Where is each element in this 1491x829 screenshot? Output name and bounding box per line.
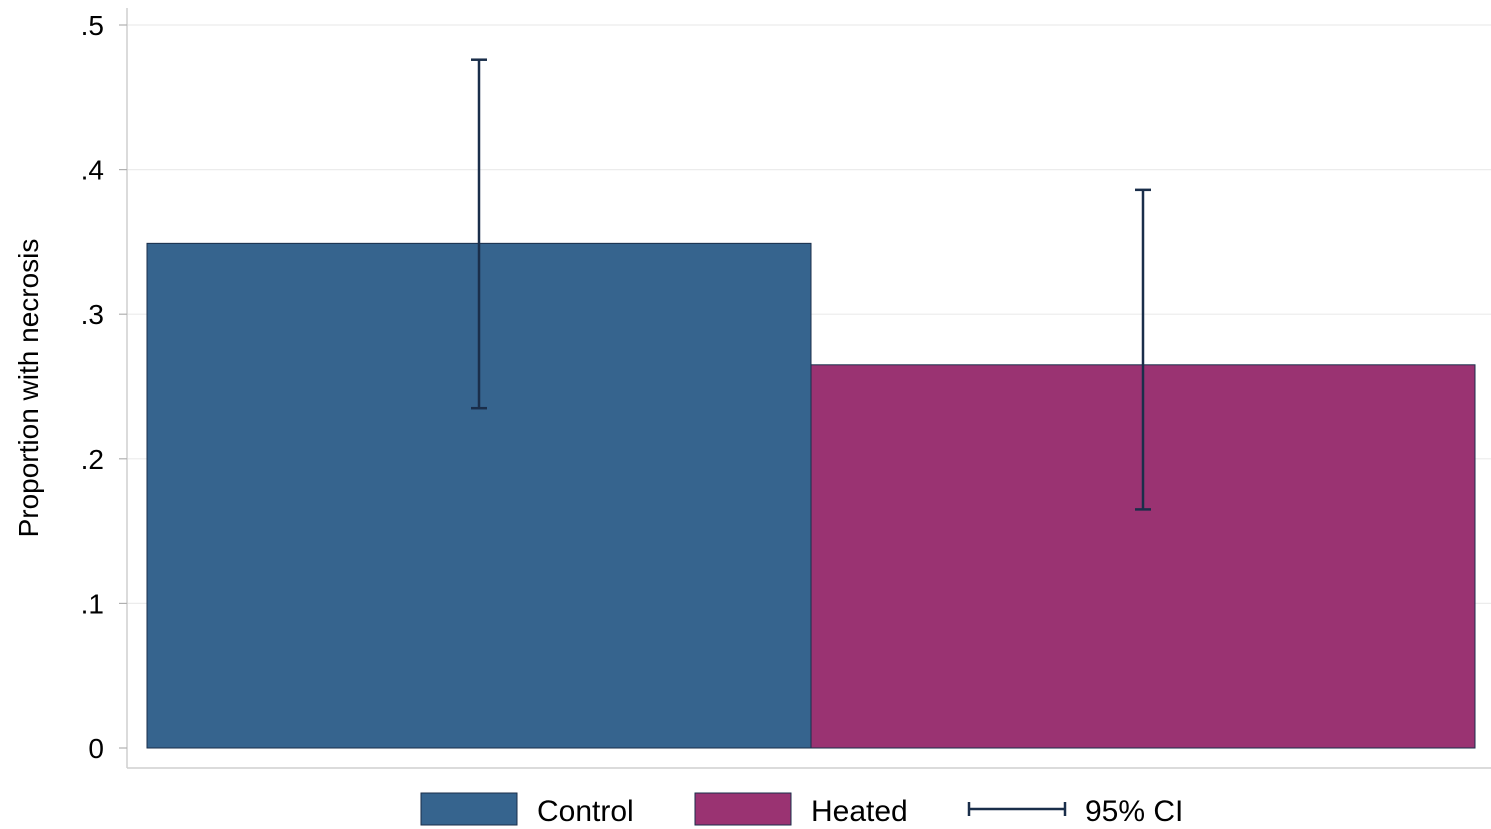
- y-tick-label: .4: [81, 155, 104, 186]
- legend-label-heated: Heated: [811, 795, 908, 828]
- y-tick-label: .3: [81, 299, 104, 330]
- y-tick-label: .5: [81, 10, 104, 41]
- y-ticks: 0 .1 .2 .3 .4 .5: [81, 10, 127, 764]
- y-axis-title: Proportion with necrosis: [13, 239, 44, 538]
- legend-label-ci: 95% CI: [1085, 795, 1183, 828]
- y-tick-label: .2: [81, 444, 104, 475]
- legend-swatch-heated: [694, 792, 792, 826]
- error-bars: [471, 58, 1151, 511]
- bars: [146, 242, 1476, 749]
- legend-swatch-control: [420, 792, 518, 826]
- y-tick-label: 0: [88, 733, 104, 764]
- legend-label-control: Control: [537, 795, 634, 828]
- y-tick-label: .1: [81, 588, 104, 619]
- axes: [126, 8, 1491, 769]
- legend: Control Heated 95% CI: [420, 792, 1183, 828]
